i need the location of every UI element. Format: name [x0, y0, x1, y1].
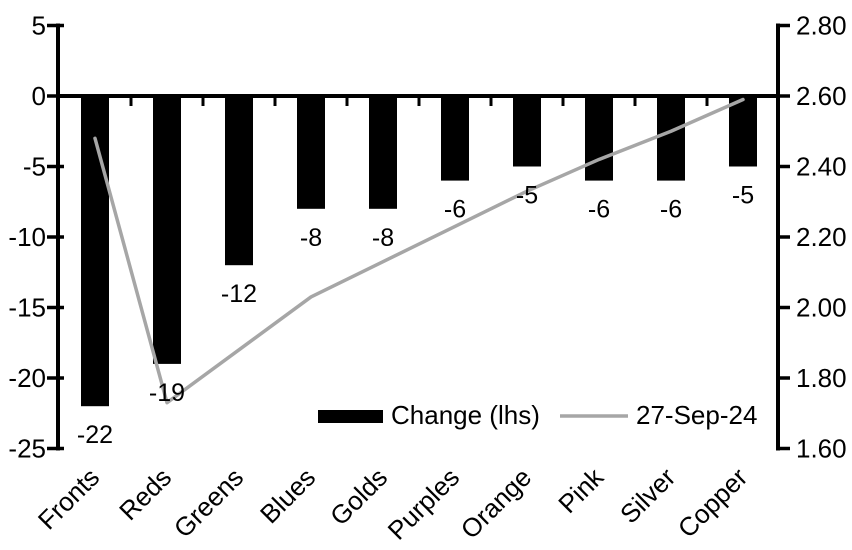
bar-copper [729, 94, 757, 167]
bar-value-label-greens: -12 [221, 280, 257, 308]
y-axis-left-tick-label: -25 [8, 434, 46, 464]
category-label-fronts: Fronts [32, 462, 105, 535]
trend-line [93, 97, 745, 405]
legend-swatch-bar [318, 410, 383, 423]
y-axis-right-tick-label: 2.80 [796, 11, 847, 41]
category-label-golds: Golds [324, 462, 393, 531]
y-axis-left-tick-label: 5 [32, 11, 46, 41]
bar-value-label-purples: -6 [444, 196, 466, 224]
y-axis-left-tick-label: -20 [8, 363, 46, 393]
bar-value-label-blues: -8 [300, 224, 322, 252]
y-axis-left-tick-label: -5 [23, 152, 46, 182]
bar-value-label-fronts: -22 [77, 421, 113, 449]
bar-fronts [81, 94, 109, 407]
y-axis-right-tick-label: 2.20 [796, 222, 847, 252]
category-label-greens: Greens [168, 462, 250, 544]
category-label-reds: Reds [113, 462, 177, 526]
y-axis-right-tick-label: 2.00 [796, 293, 847, 323]
y-axis-right-tick-label: 1.80 [796, 363, 847, 393]
bar-blues [297, 94, 325, 209]
bar-pink [585, 94, 613, 181]
y-axis-right-tick-label: 2.40 [796, 152, 847, 182]
y-axis-left-tick-label: -15 [8, 293, 46, 323]
bar-greens [225, 94, 253, 266]
bar-orange [513, 94, 541, 167]
category-label-purples: Purples [382, 462, 466, 546]
bar-value-label-reds: -19 [149, 379, 185, 407]
y-axis-right-tick-label: 1.60 [796, 434, 847, 464]
bar-value-label-orange: -5 [516, 182, 538, 210]
legend-label-bar: Change (lhs) [391, 400, 540, 430]
category-label-blues: Blues [254, 462, 321, 529]
y-axis-left-tick-label: -10 [8, 222, 46, 252]
bar-value-label-copper: -5 [732, 182, 754, 210]
category-label-orange: Orange [455, 462, 538, 545]
bar-reds [153, 94, 181, 364]
bar-silver [657, 94, 685, 181]
y-axis-left-tick-label: 0 [32, 81, 46, 111]
category-label-silver: Silver [614, 462, 681, 529]
bar-golds [369, 94, 397, 209]
bar-value-label-golds: -8 [372, 224, 394, 252]
bar-value-label-pink: -6 [588, 196, 610, 224]
legend-label-line: 27-Sep-24 [636, 400, 757, 430]
category-label-copper: Copper [672, 462, 754, 544]
bar-value-label-silver: -6 [660, 196, 682, 224]
y-axis-right-tick-label: 2.60 [796, 81, 847, 111]
category-label-pink: Pink [552, 461, 610, 519]
bar-purples [441, 94, 469, 181]
